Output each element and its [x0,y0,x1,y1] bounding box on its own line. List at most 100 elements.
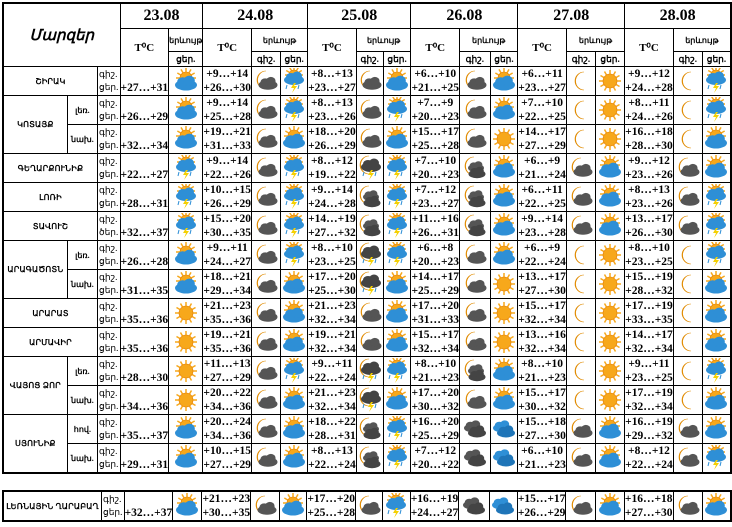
moon-thunderstorm-icon [357,387,382,413]
moon-cloud-icon [567,155,594,181]
temperature-range: +8…+10 +21…+23 [410,356,461,386]
weather-icon-cell [250,211,282,241]
day-temperature: +31…+33 [203,140,251,152]
thunderstorm-icon [384,213,410,239]
weather-icon-cell [595,414,626,444]
moon-icon [567,300,594,326]
moon-icon [674,97,701,123]
night-temperature: +8…+13 [628,184,670,196]
sun-icon [597,329,624,355]
weather-icon-cell [595,356,626,386]
weather-icon-cell [595,182,626,212]
day-label: ցեր. [99,169,119,179]
sun-behind-cloud-icon [170,271,202,297]
moon-icon [567,358,594,384]
karabakh-table: ԼԵՌՆԱՅԻՆ ՂԱՐԱԲԱՂ գիշ. ցեր. +32…+37 +21…+23 +3… [2,490,732,522]
thunderstorm-icon [703,242,730,268]
day-header: ցեր. [168,51,204,67]
night-temperature: +9…+12 [628,155,670,167]
weather-icon-cell [250,153,282,183]
day-temperature: +25…+28 [307,507,355,519]
temperature-range: +17…+20 +25…+28 [306,490,356,522]
weather-icon-cell [489,66,519,96]
day-temperature: +27…+32 [308,227,356,239]
weather-icon-cell [355,124,384,154]
day-temperature: +25…+28 [411,140,460,152]
weather-icon-cell [565,124,597,154]
day-temperature: +22…+24 [308,459,356,471]
weather-icon-cell [565,298,597,328]
time-of-day-labels: գիշ. ծեր. [97,211,121,241]
night-temperature: +18…+20 [308,126,356,138]
weather-icon-cell [280,240,309,270]
night-label: գիշ. [99,185,118,195]
weather-icon-cell [565,385,597,415]
night-temperature: +7…+10 [414,155,457,167]
moon-cloud-icon [461,387,490,413]
day-temperature: +32…+34 [119,124,170,154]
moon-cloud-icon [567,213,594,239]
weather-icon-cell [459,298,491,328]
day-label: ցեր. [99,140,119,150]
night-temperature: +16…+19 [625,416,673,428]
day-temperature: +22…+27 [119,153,170,183]
temperature-range: +19…+21 +32…+34 [307,327,357,357]
temperature-range: +7…+10 +20…+23 [410,153,461,183]
moon-icon [674,300,701,326]
temperature-range: +13…+16 +32…+34 [517,327,567,357]
weather-icon-cell [280,356,309,386]
temperature-range: +15…+19 +28…+32 [624,269,674,299]
temperature-range: +17…+19 +32…+34 [624,385,674,415]
weather-icon-cell [280,66,309,96]
sun-icon [597,97,624,123]
weather-icon-cell [672,211,703,241]
day-temperature: +35…+36 [119,298,170,328]
weather-icon-cell [701,66,732,96]
thunderstorm-icon [282,358,307,384]
moon-cloud-icon [674,416,701,442]
weather-icon-cell [489,124,519,154]
moon-icon [567,68,594,94]
night-temperature: +9…+12 [628,68,670,80]
dark-clouds-icon [460,493,489,519]
weather-icon-cell [565,66,597,96]
temperature-range: +6…+10 +21…+23 [517,443,567,474]
night-temperature: +16…+19 [410,493,459,505]
moon-icon [567,271,594,297]
weather-icon-cell [382,182,412,212]
night-temperature: +8…+13 [311,97,353,109]
day-label: ցեր. [99,459,119,469]
night-temperature: +17…+20 [307,493,355,505]
moon-cloud-icon [461,68,490,94]
night-temperature: +15…+17 [518,300,566,312]
temperature-range: +6…+11 +22…+25 [517,182,567,212]
moon-icon [674,387,701,413]
region-name: ԱՐՄԱՎԻՐ [2,327,98,357]
sun-icon [597,242,624,268]
thunderstorm-icon [170,155,202,181]
weather-icon-cell [489,95,519,125]
thunderstorm-icon [703,213,730,239]
night-temperature: +13…+16 [518,329,566,341]
day-temperature: +23…+27 [411,198,460,210]
weather-icon-cell [595,211,626,241]
weather-icon-cell [168,95,204,125]
moon-cloud-icon [253,271,280,297]
weather-icon-cell [280,414,309,444]
day-temperature: +33…+35 [625,314,673,326]
day-header: ցեր. [489,51,519,67]
day-temperature: +32…+37 [123,490,174,522]
day-temperature: +23…+27 [308,82,356,94]
weather-icon-cell [168,124,204,154]
weather-icon-cell [672,66,703,96]
weather-icon-cell [168,414,204,444]
temperature-range: +14…+17 +25…+29 [410,269,461,299]
day-temperature: +26…+29 [119,95,170,125]
weather-icon-cell [250,298,282,328]
temperature-range: +8…+10 +23…+25 [624,240,674,270]
night-header: գիշ. [250,51,282,67]
temperature-range: +8…+10 +21…+23 [517,356,567,386]
day-label: ցեր. [99,198,119,208]
weather-icon-cell [595,269,626,299]
sun-icon [597,68,624,94]
